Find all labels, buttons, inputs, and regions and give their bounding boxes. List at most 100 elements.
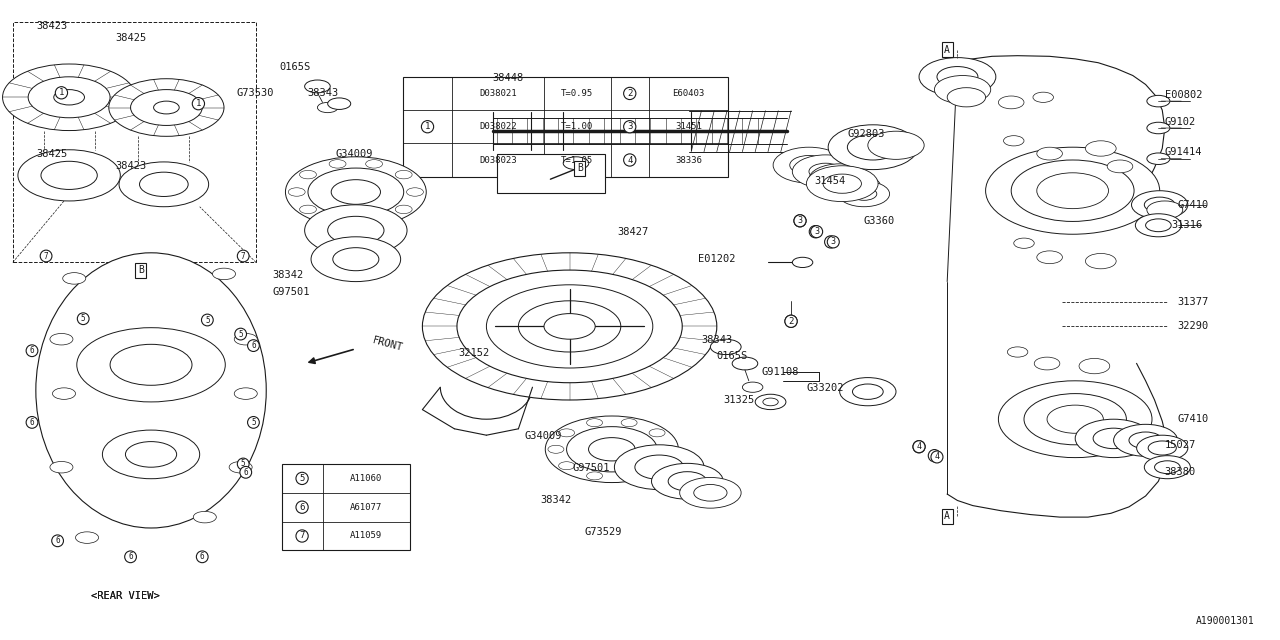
Circle shape: [1085, 253, 1116, 269]
Circle shape: [366, 216, 383, 225]
Circle shape: [742, 382, 763, 392]
Text: E00802: E00802: [1165, 90, 1202, 100]
Text: FRONT: FRONT: [371, 335, 404, 353]
Text: G97501: G97501: [273, 287, 310, 298]
Text: 31377: 31377: [1178, 297, 1208, 307]
Circle shape: [1007, 347, 1028, 357]
Circle shape: [1114, 424, 1178, 456]
Circle shape: [586, 472, 603, 480]
Circle shape: [396, 205, 412, 214]
Text: G3360: G3360: [864, 216, 895, 226]
Text: T=1.05: T=1.05: [561, 156, 594, 164]
Circle shape: [110, 344, 192, 385]
Circle shape: [328, 98, 351, 109]
Circle shape: [328, 216, 384, 244]
Circle shape: [50, 333, 73, 345]
Circle shape: [1107, 160, 1133, 173]
Circle shape: [998, 381, 1152, 458]
Circle shape: [649, 461, 666, 470]
Circle shape: [548, 445, 564, 453]
Circle shape: [947, 88, 986, 107]
Circle shape: [131, 90, 202, 125]
Circle shape: [847, 134, 899, 160]
Text: E60403: E60403: [672, 89, 705, 98]
Text: <REAR VIEW>: <REAR VIEW>: [91, 591, 160, 602]
Circle shape: [1137, 435, 1188, 461]
Text: G73530: G73530: [237, 88, 274, 98]
Circle shape: [755, 394, 786, 410]
Text: 3: 3: [813, 227, 818, 236]
Text: 38336: 38336: [676, 156, 701, 164]
Circle shape: [558, 429, 575, 437]
Circle shape: [102, 430, 200, 479]
Circle shape: [300, 170, 316, 179]
Circle shape: [457, 270, 682, 383]
Text: T=0.95: T=0.95: [561, 89, 594, 98]
Text: G7410: G7410: [1178, 414, 1208, 424]
Text: G7410: G7410: [1178, 200, 1208, 210]
Text: 38343: 38343: [307, 88, 338, 98]
Text: 7: 7: [44, 252, 49, 260]
Text: A: A: [945, 45, 950, 55]
Text: 5: 5: [300, 474, 305, 483]
Text: 6: 6: [55, 536, 60, 545]
Circle shape: [838, 181, 890, 207]
Text: 3: 3: [627, 122, 632, 131]
Circle shape: [229, 461, 252, 473]
Text: 6: 6: [251, 341, 256, 350]
Text: G91414: G91414: [1165, 147, 1202, 157]
Text: 15027: 15027: [1165, 440, 1196, 450]
Circle shape: [823, 174, 861, 193]
Circle shape: [1155, 461, 1180, 474]
Circle shape: [567, 427, 657, 472]
Text: 2: 2: [788, 317, 794, 326]
Circle shape: [773, 147, 845, 183]
Circle shape: [1004, 136, 1024, 146]
Circle shape: [396, 170, 412, 179]
Text: 3: 3: [831, 237, 836, 246]
Circle shape: [1148, 441, 1176, 455]
Circle shape: [621, 472, 637, 480]
Ellipse shape: [36, 253, 266, 528]
Circle shape: [288, 188, 305, 196]
Text: <REAR VIEW>: <REAR VIEW>: [91, 591, 160, 602]
Circle shape: [1147, 95, 1170, 107]
Text: 38423: 38423: [115, 161, 146, 172]
Circle shape: [934, 76, 991, 104]
Circle shape: [52, 388, 76, 399]
Circle shape: [486, 285, 653, 368]
Circle shape: [732, 357, 758, 370]
Circle shape: [125, 442, 177, 467]
Circle shape: [212, 268, 236, 280]
Text: 6: 6: [300, 502, 305, 512]
Circle shape: [652, 463, 723, 499]
Circle shape: [710, 339, 741, 355]
Text: 0165S: 0165S: [279, 62, 310, 72]
Text: 38380: 38380: [1165, 467, 1196, 477]
Circle shape: [809, 163, 842, 180]
Circle shape: [317, 102, 338, 113]
Circle shape: [614, 445, 704, 490]
Circle shape: [1075, 419, 1152, 458]
Bar: [497, 154, 605, 193]
Circle shape: [868, 131, 924, 159]
Text: E01202: E01202: [698, 254, 735, 264]
Circle shape: [828, 125, 918, 170]
Circle shape: [305, 205, 407, 256]
Text: A190001301: A190001301: [1196, 616, 1254, 626]
Circle shape: [792, 155, 859, 188]
Circle shape: [998, 96, 1024, 109]
Circle shape: [1146, 219, 1171, 232]
Circle shape: [763, 398, 778, 406]
Text: A11060: A11060: [349, 474, 383, 483]
Circle shape: [919, 58, 996, 96]
Circle shape: [1144, 197, 1175, 212]
Text: 7: 7: [241, 252, 246, 260]
Circle shape: [333, 248, 379, 271]
Circle shape: [1034, 357, 1060, 370]
Text: 38423: 38423: [36, 20, 67, 31]
Circle shape: [311, 237, 401, 282]
Text: 32152: 32152: [458, 348, 489, 358]
Circle shape: [1132, 191, 1188, 219]
Text: D038023: D038023: [479, 156, 517, 164]
